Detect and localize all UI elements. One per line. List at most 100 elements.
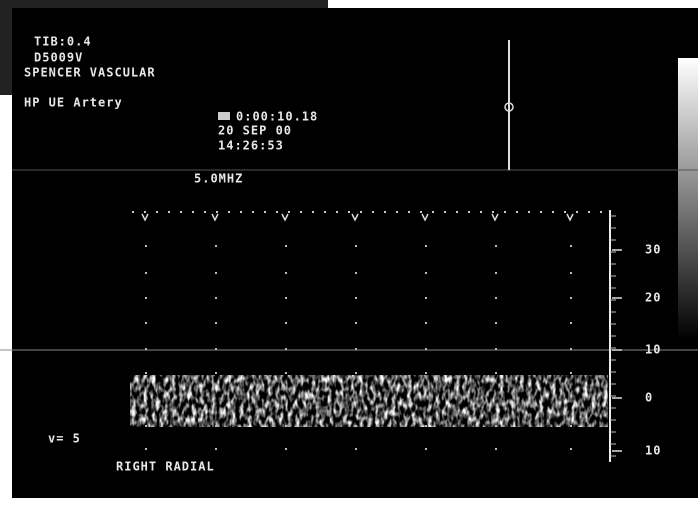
probe: D5009V xyxy=(34,51,83,65)
scale-label: 20 xyxy=(645,291,661,305)
corner-fragment xyxy=(0,0,328,8)
grid-dot xyxy=(285,297,287,299)
grid-dot xyxy=(492,211,494,213)
grid-dot xyxy=(216,211,218,213)
grid-marker xyxy=(211,213,219,222)
grid-dot xyxy=(336,211,338,213)
grid-dot xyxy=(552,211,554,213)
tib: TIB:0.4 xyxy=(34,35,92,49)
grid-dot xyxy=(228,211,230,213)
grid-dot xyxy=(495,425,497,427)
grid-dot xyxy=(564,211,566,213)
grid-dot xyxy=(215,245,217,247)
grid-dot xyxy=(355,348,357,350)
cursor-gate xyxy=(504,102,514,112)
grid-dot xyxy=(285,372,287,374)
grid-dot xyxy=(495,448,497,450)
grid-dot xyxy=(145,322,147,324)
grid-dot xyxy=(408,211,410,213)
grid-dot xyxy=(355,372,357,374)
grid-dot xyxy=(132,211,134,213)
grid-dot xyxy=(355,425,357,427)
grid-dot xyxy=(285,322,287,324)
grid-marker xyxy=(566,213,574,222)
grid-dot xyxy=(425,297,427,299)
grid-dot xyxy=(156,211,158,213)
grid-dot xyxy=(324,211,326,213)
grid-marker xyxy=(141,213,149,222)
grid-dot xyxy=(215,348,217,350)
grid-dot xyxy=(168,211,170,213)
grid-dot xyxy=(145,448,147,450)
scale-label: 0 xyxy=(645,391,653,405)
grid-dot xyxy=(145,245,147,247)
grid-dot xyxy=(215,425,217,427)
grid-dot xyxy=(528,211,530,213)
grid-dot xyxy=(300,211,302,213)
spectrum xyxy=(130,375,608,427)
vessel: RIGHT RADIAL xyxy=(116,460,215,474)
grid-dot xyxy=(456,211,458,213)
grid-dot xyxy=(180,211,182,213)
grid-dot xyxy=(348,211,350,213)
grid-dot xyxy=(396,211,398,213)
grid-dot xyxy=(240,211,242,213)
grid-dot xyxy=(425,372,427,374)
grid-dot xyxy=(570,372,572,374)
grid-dot xyxy=(432,211,434,213)
grid-marker xyxy=(351,213,359,222)
grid-dot xyxy=(495,372,497,374)
grid-dot xyxy=(144,211,146,213)
grayscale-bar xyxy=(678,58,698,340)
grid-dot xyxy=(215,448,217,450)
grid-dot xyxy=(145,348,147,350)
grid-dot xyxy=(215,322,217,324)
grid-dot xyxy=(288,211,290,213)
grid-dot xyxy=(495,297,497,299)
grid-dot xyxy=(285,272,287,274)
grid-dot xyxy=(425,425,427,427)
exam: HP UE Artery xyxy=(24,96,123,110)
grid-dot xyxy=(285,245,287,247)
grid-dot xyxy=(355,272,357,274)
corner-fragment xyxy=(0,0,14,95)
grid-marker xyxy=(281,213,289,222)
scale-label: 10 xyxy=(645,343,661,357)
grid-dot xyxy=(570,425,572,427)
site: SPENCER VASCULAR xyxy=(24,66,156,80)
grid-dot xyxy=(145,297,147,299)
grid-marker xyxy=(421,213,429,222)
scale-label: 10 xyxy=(645,444,661,458)
grid-dot xyxy=(495,322,497,324)
grid-dot xyxy=(576,211,578,213)
grid-dot xyxy=(145,272,147,274)
grid-dot xyxy=(276,211,278,213)
grid-dot xyxy=(570,245,572,247)
grid-dot xyxy=(355,245,357,247)
grid-dot xyxy=(215,297,217,299)
grid-dot xyxy=(285,348,287,350)
grid-dot xyxy=(516,211,518,213)
grid-dot xyxy=(204,211,206,213)
time: 14:26:53 xyxy=(218,139,284,153)
grid-dot xyxy=(425,348,427,350)
grid-dot xyxy=(372,211,374,213)
grid-dot xyxy=(252,211,254,213)
grid-dot xyxy=(264,211,266,213)
clock-icon xyxy=(218,112,230,120)
grid-dot xyxy=(570,348,572,350)
grid-marker xyxy=(491,213,499,222)
grid-dot xyxy=(425,272,427,274)
grid-dot xyxy=(384,211,386,213)
grid-dot xyxy=(588,211,590,213)
grid-dot xyxy=(600,211,602,213)
grid-dot xyxy=(192,211,194,213)
grid-dot xyxy=(444,211,446,213)
grid-dot xyxy=(360,211,362,213)
grid-dot xyxy=(504,211,506,213)
grid-dot xyxy=(145,372,147,374)
grid-dot xyxy=(145,425,147,427)
grid-dot xyxy=(570,272,572,274)
